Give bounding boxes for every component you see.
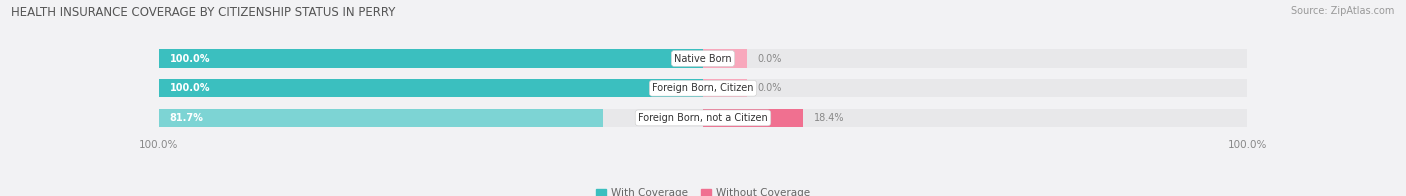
Text: Source: ZipAtlas.com: Source: ZipAtlas.com bbox=[1291, 6, 1395, 16]
Text: Foreign Born, Citizen: Foreign Born, Citizen bbox=[652, 83, 754, 93]
Text: 0.0%: 0.0% bbox=[758, 83, 782, 93]
Bar bbox=[703, 109, 803, 127]
Bar bbox=[159, 109, 1247, 127]
Text: Native Born: Native Born bbox=[675, 54, 731, 64]
Bar bbox=[159, 49, 1247, 68]
Legend: With Coverage, Without Coverage: With Coverage, Without Coverage bbox=[592, 184, 814, 196]
Text: Foreign Born, not a Citizen: Foreign Born, not a Citizen bbox=[638, 113, 768, 123]
Text: 100.0%: 100.0% bbox=[170, 54, 211, 64]
Bar bbox=[159, 109, 603, 127]
Bar bbox=[159, 79, 1247, 97]
Text: 0.0%: 0.0% bbox=[758, 54, 782, 64]
Bar bbox=[159, 79, 703, 97]
Text: 81.7%: 81.7% bbox=[170, 113, 204, 123]
Text: 18.4%: 18.4% bbox=[814, 113, 845, 123]
Text: HEALTH INSURANCE COVERAGE BY CITIZENSHIP STATUS IN PERRY: HEALTH INSURANCE COVERAGE BY CITIZENSHIP… bbox=[11, 6, 395, 19]
Bar bbox=[159, 49, 703, 68]
Bar bbox=[703, 49, 747, 68]
Text: 100.0%: 100.0% bbox=[170, 83, 211, 93]
Bar bbox=[703, 79, 747, 97]
